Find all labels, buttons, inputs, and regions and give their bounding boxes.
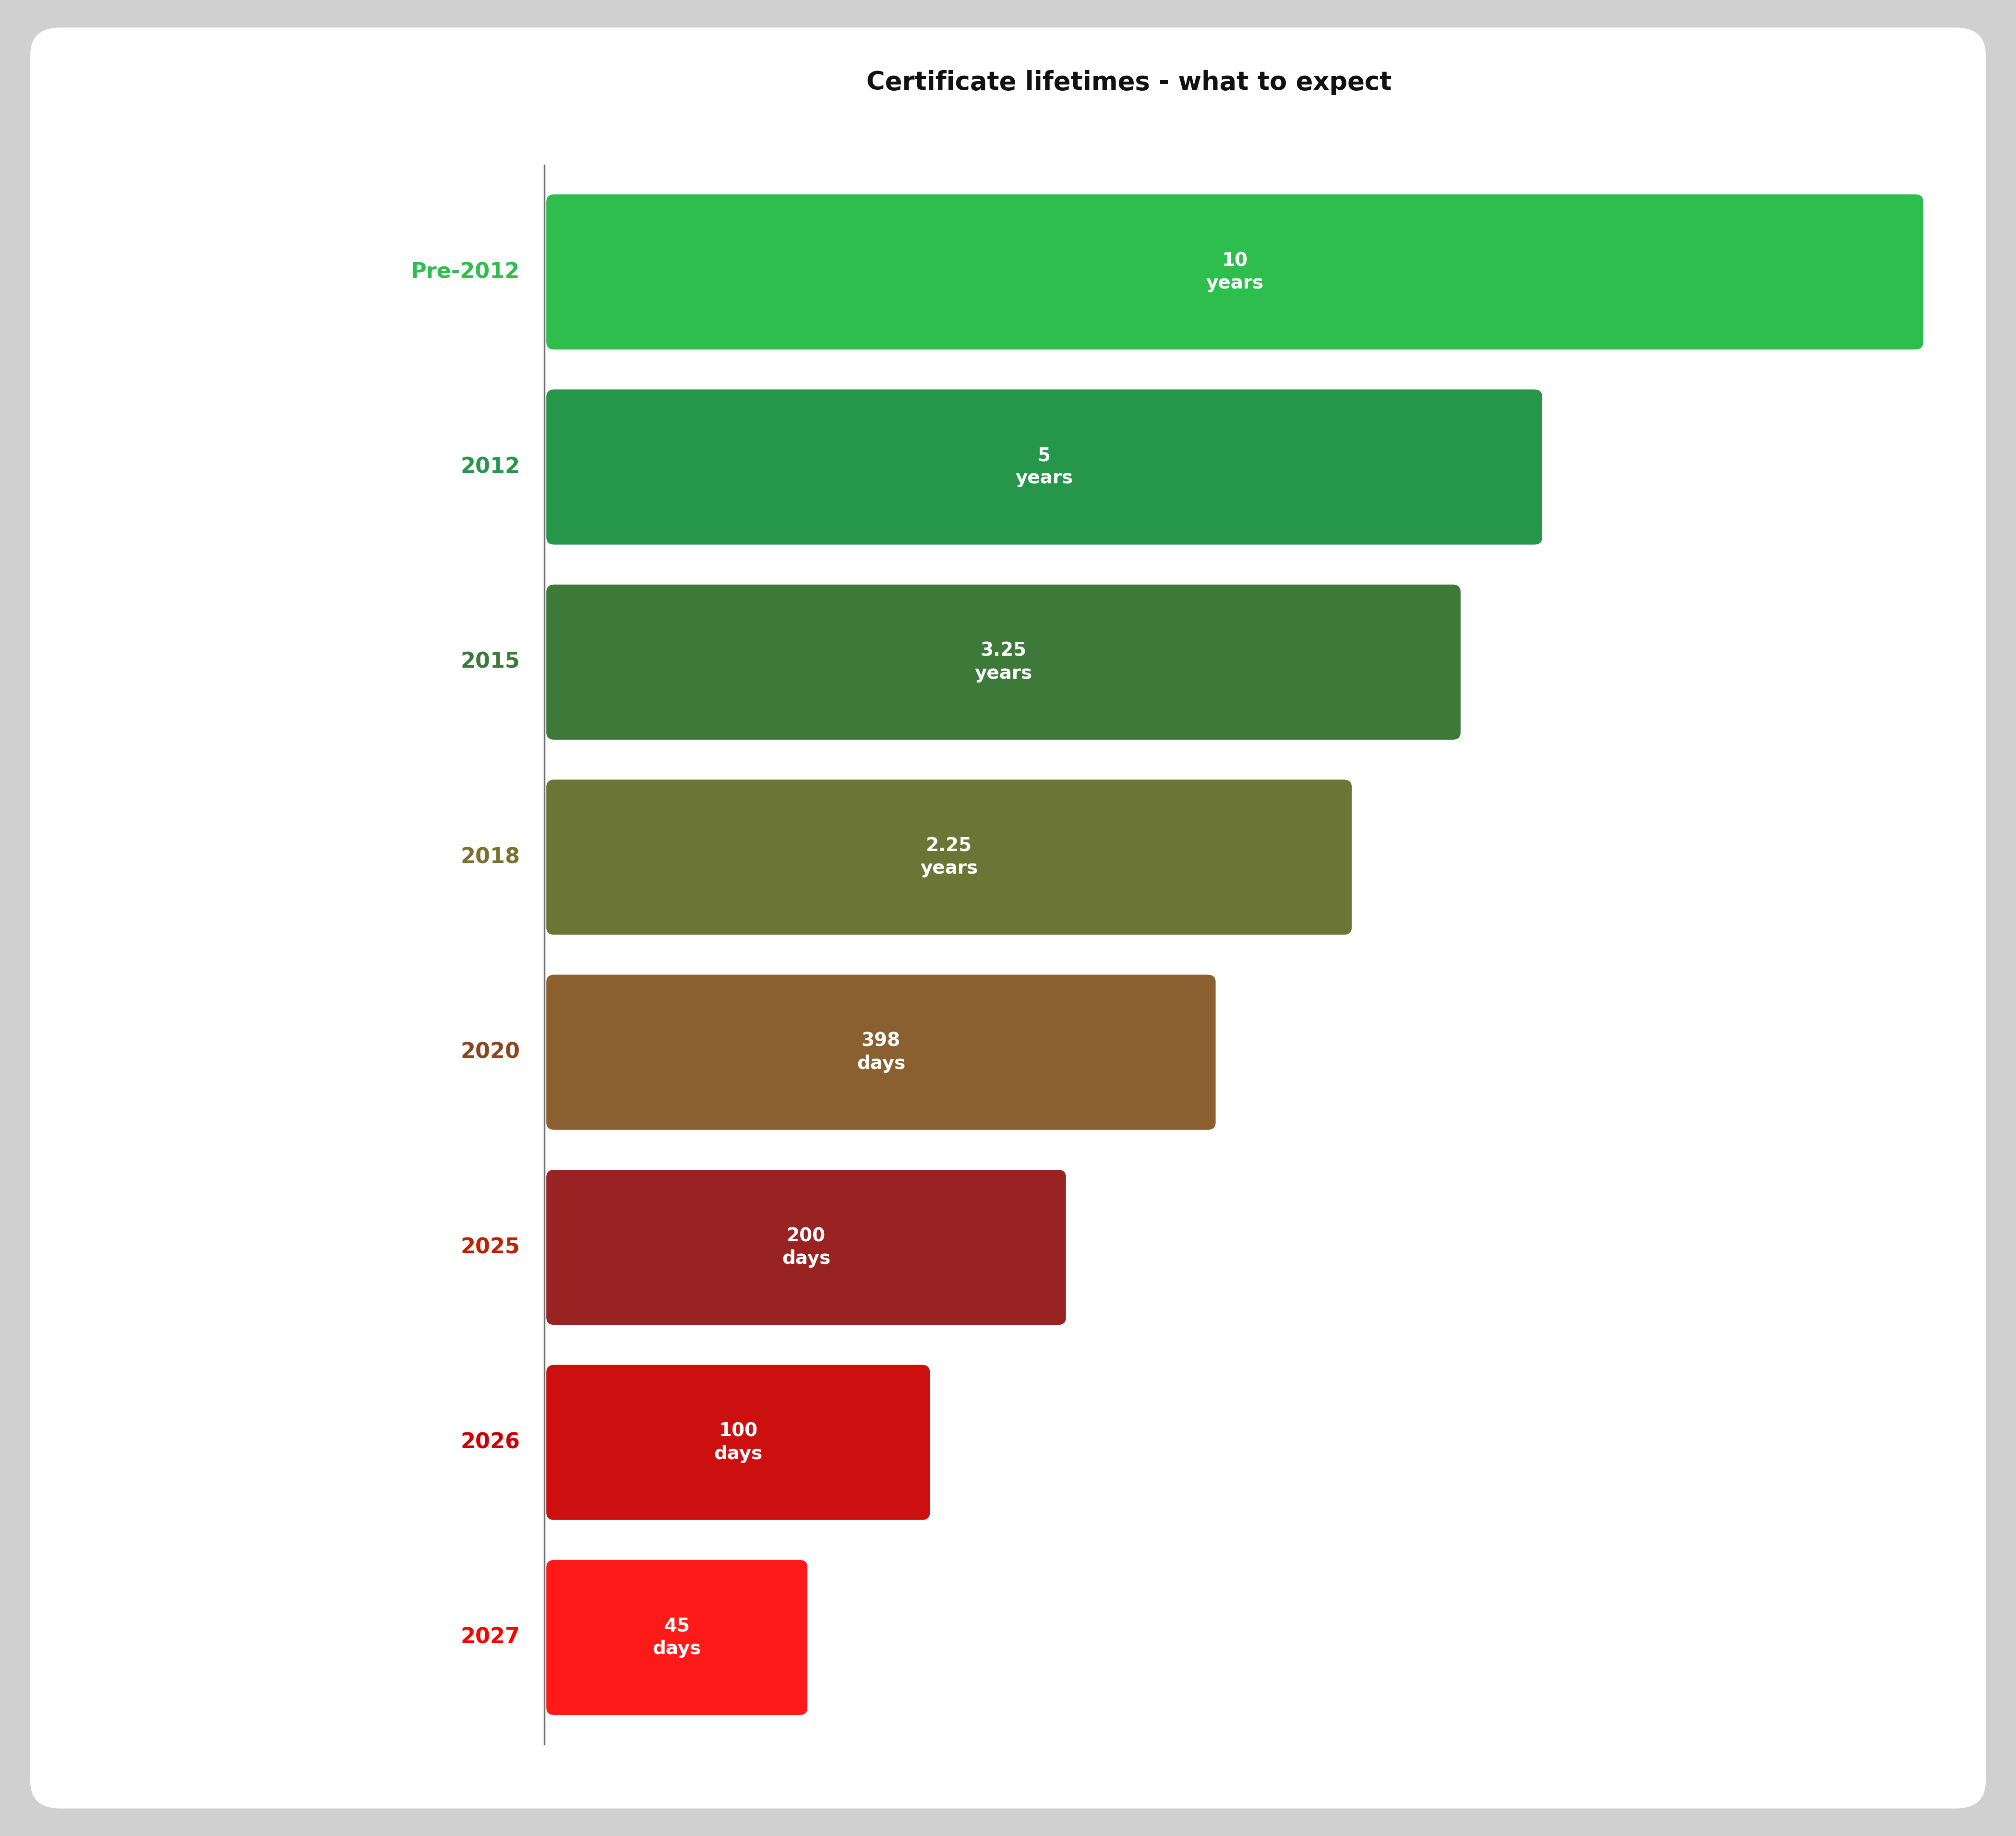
Text: 5
years: 5 years: [1016, 446, 1073, 487]
FancyBboxPatch shape: [546, 389, 1542, 545]
Text: 2.25
years: 2.25 years: [919, 837, 978, 878]
Text: 2018: 2018: [460, 846, 520, 867]
Text: 2012: 2012: [460, 457, 520, 477]
FancyBboxPatch shape: [546, 584, 1460, 740]
Text: 100
days: 100 days: [714, 1423, 762, 1463]
Text: Certificate lifetimes - what to expect: Certificate lifetimes - what to expect: [867, 70, 1391, 95]
FancyBboxPatch shape: [546, 195, 1923, 349]
Text: 2026: 2026: [460, 1432, 520, 1452]
Text: 45
days: 45 days: [653, 1618, 702, 1658]
FancyBboxPatch shape: [546, 1364, 929, 1520]
Text: 398
days: 398 days: [857, 1032, 905, 1072]
FancyBboxPatch shape: [546, 1170, 1066, 1326]
FancyBboxPatch shape: [546, 1561, 806, 1715]
FancyBboxPatch shape: [546, 975, 1216, 1129]
Text: Pre-2012: Pre-2012: [411, 263, 520, 283]
Text: 10
years: 10 years: [1206, 252, 1264, 292]
Text: 200
days: 200 days: [782, 1226, 831, 1267]
Text: 2025: 2025: [462, 1237, 520, 1258]
FancyBboxPatch shape: [30, 28, 1986, 1808]
Text: 3.25
years: 3.25 years: [974, 643, 1032, 683]
Text: 2027: 2027: [460, 1627, 520, 1647]
FancyBboxPatch shape: [546, 780, 1351, 935]
Text: 2020: 2020: [460, 1043, 520, 1063]
Text: 2015: 2015: [462, 652, 520, 672]
